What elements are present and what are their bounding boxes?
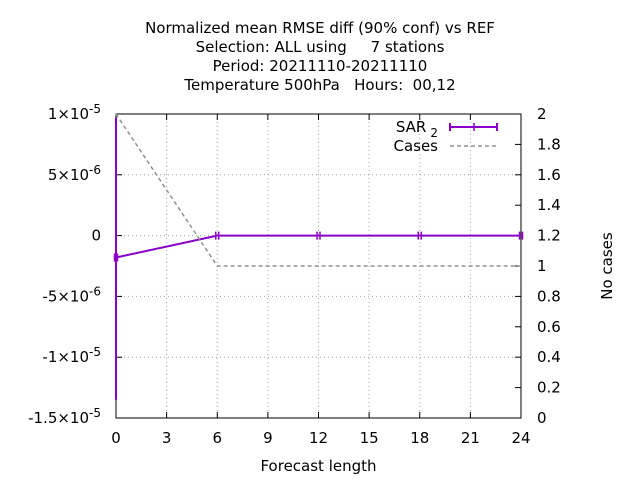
y-tick-label: -1.5×10-5 (28, 406, 101, 427)
y-tick-label: -5×10-6 (42, 284, 101, 305)
y2-tick-label: 1.2 (537, 227, 561, 245)
y2-axis-label: No cases (598, 232, 616, 300)
y2-tick-label: 0.8 (537, 287, 561, 305)
axes: 0 3 6 9 12 15 18 21 241×10-55×10-60-5×10-6-1×10-… (28, 102, 561, 447)
y-tick-label: 1×10-5 (48, 102, 101, 123)
chart-title-line: Period: 20211110-20211110 (213, 57, 428, 75)
x-tick-label: 24 (511, 429, 530, 447)
y2-tick-label: 2 (537, 105, 547, 123)
x-tick-label: 21 (461, 429, 480, 447)
y-tick-label: 0 (91, 227, 101, 245)
x-tick-label: 18 (410, 429, 429, 447)
chart-title-line: Temperature 500hPa Hours: 00,12 (183, 76, 455, 94)
legend-label: SAR 2 (396, 118, 438, 140)
x-tick-label: 12 (309, 429, 328, 447)
y-tick-label: 5×10-6 (48, 163, 101, 184)
y2-tick-label: 1.4 (537, 196, 561, 214)
x-tick-label: 15 (360, 429, 379, 447)
y2-tick-label: 0.4 (537, 348, 561, 366)
legend-label: Cases (393, 137, 438, 155)
chart-title-line: Normalized mean RMSE diff (90% conf) vs … (145, 19, 495, 37)
x-tick-label: 3 (162, 429, 172, 447)
chart-title-line: Selection: ALL using 7 stations (196, 38, 445, 56)
x-tick-label: 9 (263, 429, 273, 447)
y2-tick-label: 0 (537, 409, 547, 427)
series-line-cases (115, 113, 521, 267)
chart-title: Normalized mean RMSE diff (90% conf) vs … (145, 19, 495, 94)
y2-tick-label: 1 (537, 257, 547, 275)
y2-tick-label: 1.6 (537, 166, 561, 184)
y-tick-label: -1×10-5 (42, 345, 101, 366)
y2-tick-label: 0.2 (537, 379, 561, 397)
x-tick-label: 0 (111, 429, 121, 447)
x-axis-label: Forecast length (260, 457, 376, 475)
y2-tick-label: 0.6 (537, 318, 561, 336)
y2-tick-label: 1.8 (537, 135, 561, 153)
x-tick-label: 6 (212, 429, 222, 447)
series (113, 113, 524, 400)
series-line-sar (115, 234, 521, 259)
